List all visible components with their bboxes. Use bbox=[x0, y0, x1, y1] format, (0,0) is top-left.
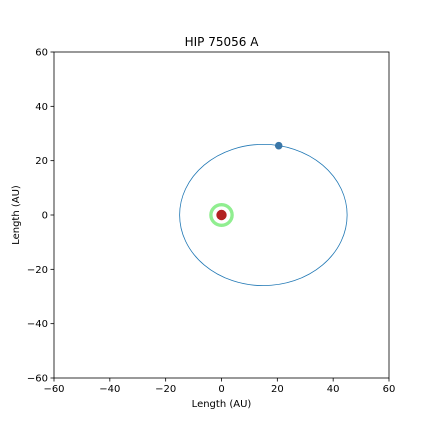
y-axis-label: Length (AU) bbox=[11, 185, 22, 245]
y-tick-label: 0 bbox=[42, 211, 48, 222]
planet-marker bbox=[274, 141, 283, 150]
y-tick-label: −60 bbox=[27, 374, 48, 385]
x-tick-label: −60 bbox=[43, 384, 64, 395]
x-tick-label: −20 bbox=[155, 384, 176, 395]
x-tick-label: −40 bbox=[99, 384, 120, 395]
x-axis-label: Length (AU) bbox=[192, 399, 252, 410]
y-tick-label: −40 bbox=[27, 319, 48, 330]
habitable-zone-ring bbox=[209, 203, 234, 227]
x-tick-label: 40 bbox=[327, 384, 340, 395]
x-tick-label: 60 bbox=[383, 384, 396, 395]
axis-ticks: −60 −40 −20 0 20 40 60 −60 −40 −20 0 20 40 60 bbox=[27, 48, 395, 396]
y-tick-label: 40 bbox=[35, 102, 48, 113]
star-marker bbox=[216, 209, 227, 221]
y-tick-label: −20 bbox=[27, 265, 48, 276]
y-tick-label: 20 bbox=[35, 156, 48, 167]
planet-orbit bbox=[179, 143, 348, 287]
plot-area bbox=[53, 51, 390, 379]
y-tick-label: 60 bbox=[35, 48, 48, 59]
chart-title: HIP 75056 A bbox=[185, 35, 260, 49]
x-tick-label: 20 bbox=[271, 384, 284, 395]
x-tick-label: 0 bbox=[218, 384, 224, 395]
